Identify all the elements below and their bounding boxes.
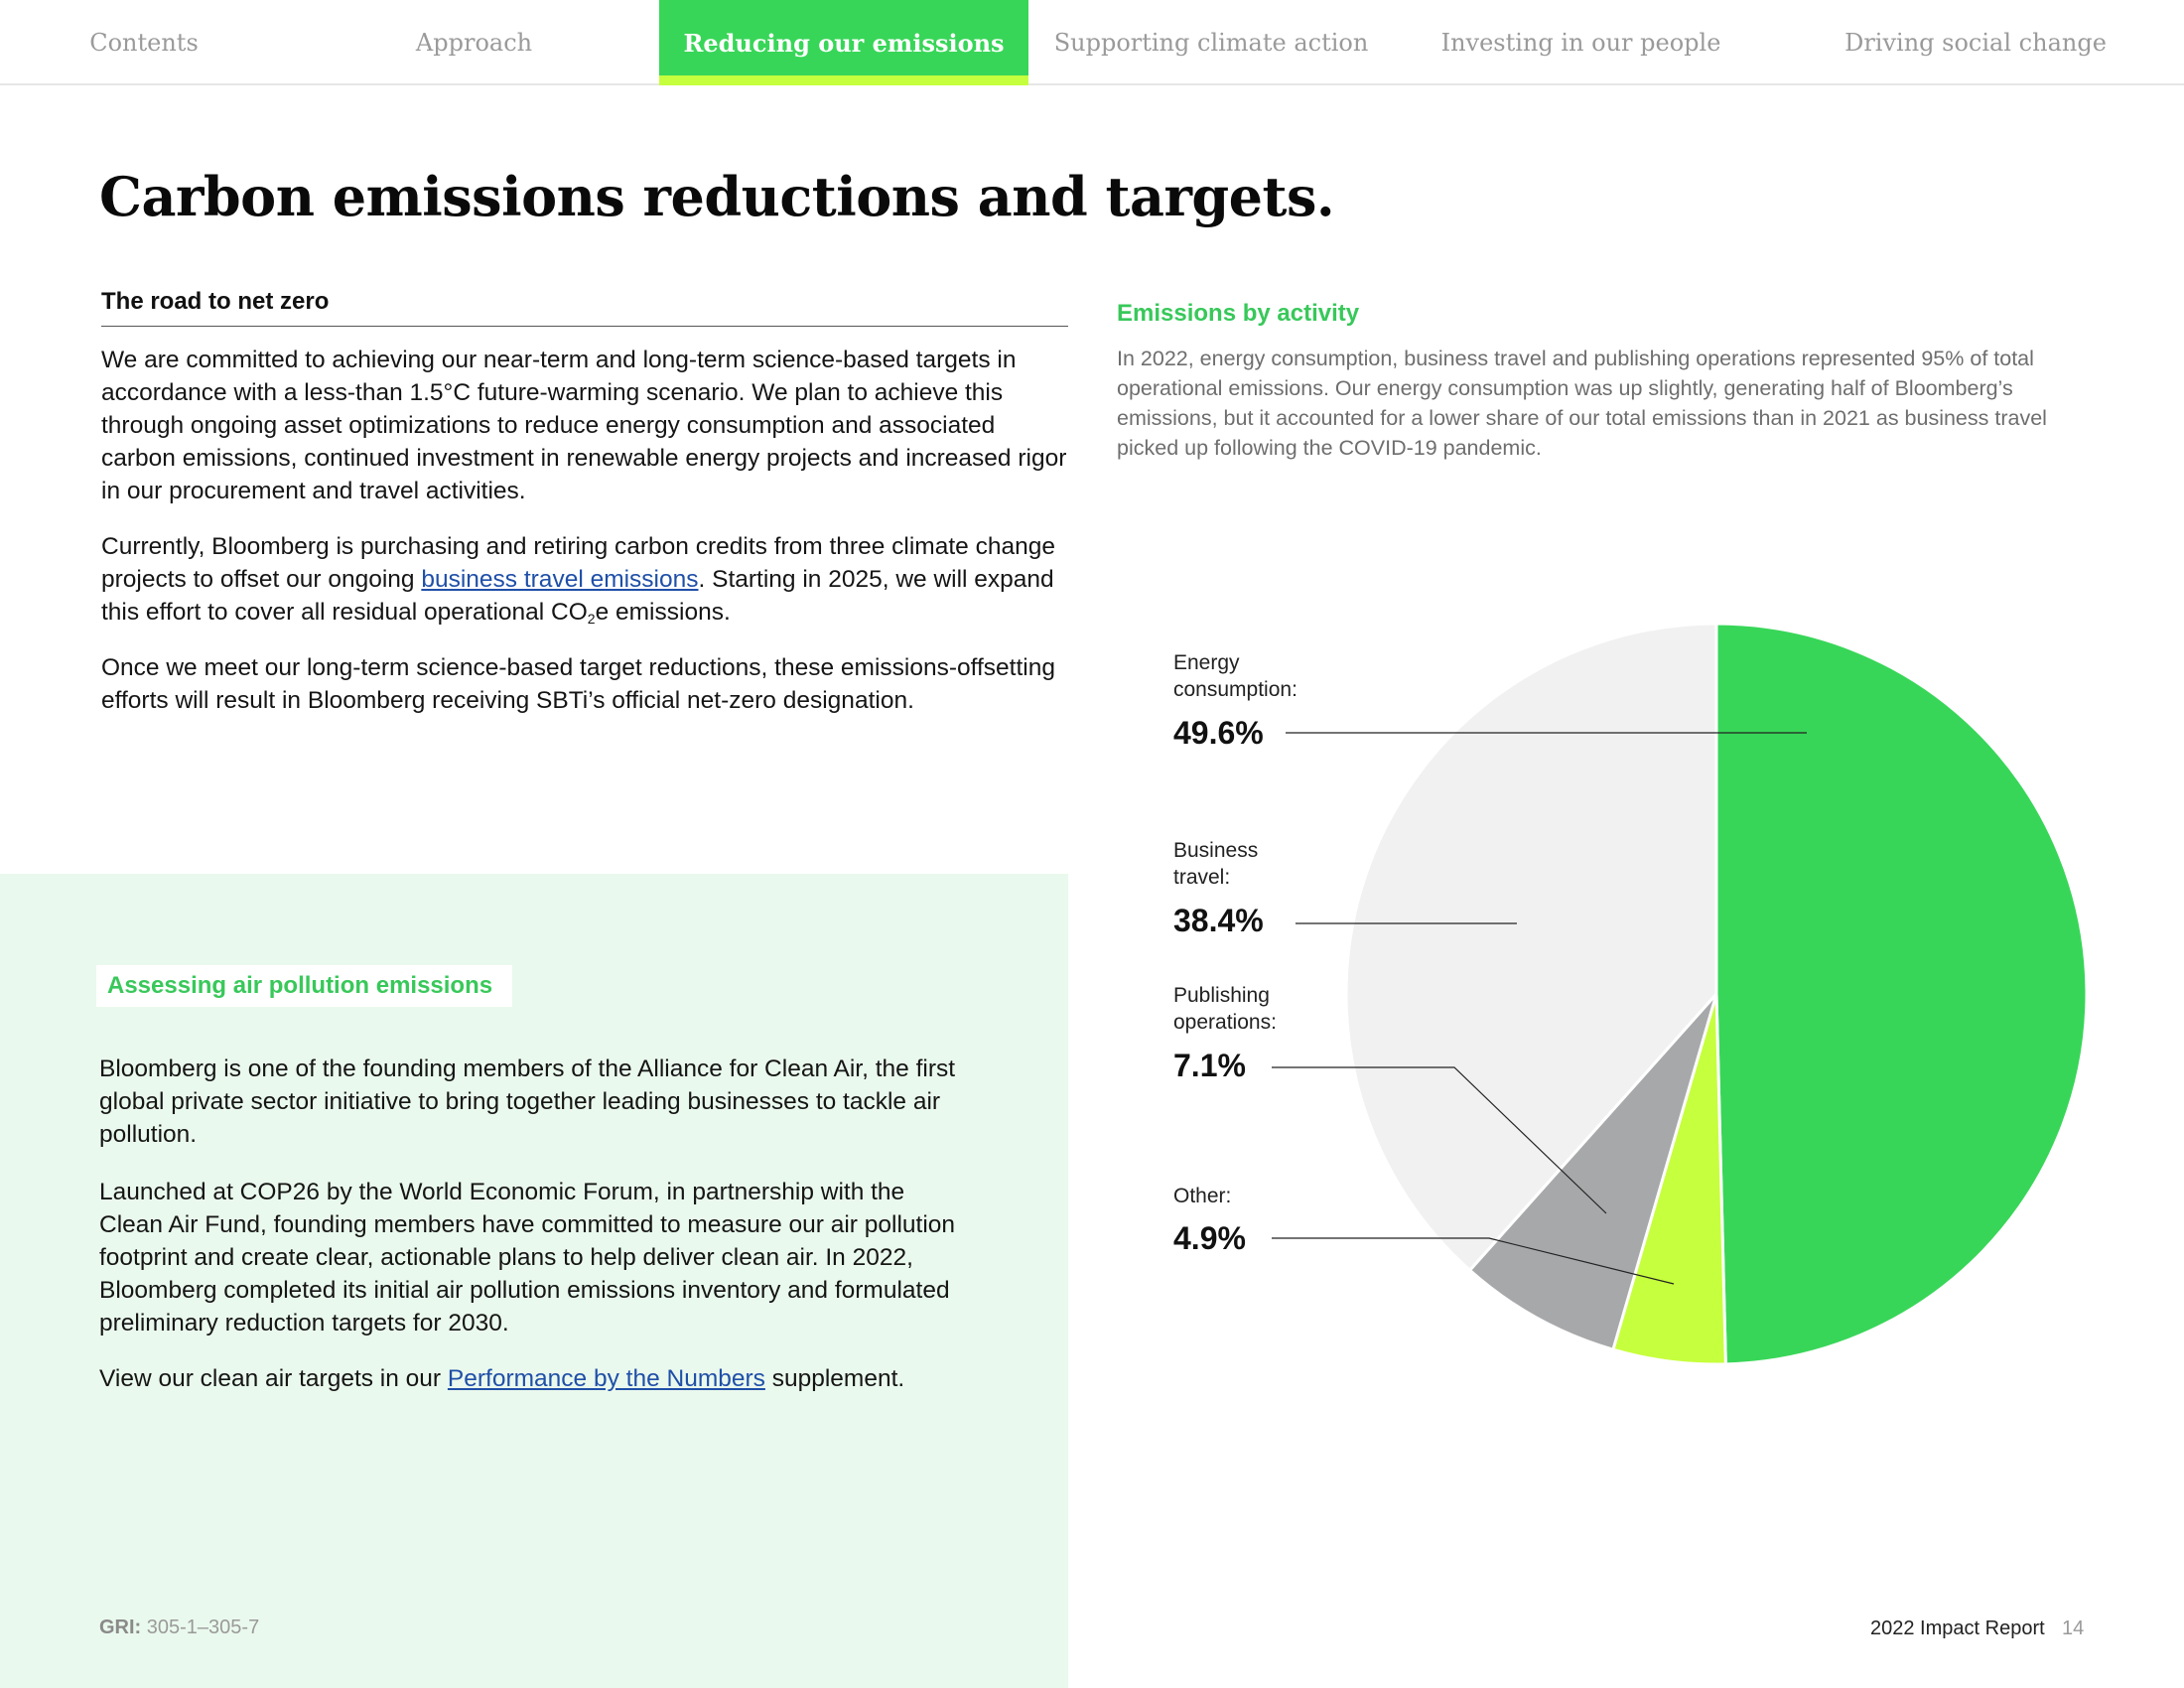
tab-investing-in-our-people[interactable]: Investing in our people [1440, 29, 1721, 57]
gri-value: 305-1–305-7 [146, 1617, 260, 1638]
page-title: Carbon emissions reductions and targets. [99, 165, 1335, 228]
pie-slice-business-travel [1344, 622, 1718, 1273]
leader-line-publishing-operations [1272, 1066, 1607, 1214]
business-travel-emissions-link[interactable]: business travel emissions [421, 566, 699, 593]
energy-consumption-label: Energy consumption: [1173, 651, 1297, 701]
energy-consumption-value: 49.6% [1173, 715, 1264, 751]
gri-label: GRI: [99, 1617, 142, 1638]
road-paragraph-2-text-a: Currently, Bloomberg is purchasing and r… [101, 533, 1055, 593]
gri-reference: GRI: 305-1–305-7 [99, 1617, 259, 1639]
report-name: 2022 Impact Report [1870, 1618, 2045, 1639]
air-paragraph-2: Launched at COP26 by the World Economic … [99, 1179, 956, 1336]
air-pollution-panel [0, 874, 1068, 1688]
tab-approach[interactable]: Approach [415, 29, 533, 57]
tab-supporting-climate-action[interactable]: Supporting climate action [1053, 29, 1369, 57]
business-travel-value: 38.4% [1173, 903, 1264, 938]
section-nav: Contents Approach Reducing our emissions… [0, 0, 2184, 85]
co2-subscript: 2 [587, 611, 596, 627]
publishing-operations-label: Publishing operations: [1173, 984, 1277, 1034]
air-paragraph-3-text-a: View our clean air targets in our [99, 1365, 448, 1392]
leader-line-other [1272, 1237, 1675, 1285]
road-paragraph-2-text-c: e emissions. [595, 599, 731, 626]
emissions-description: In 2022, energy consumption, business tr… [1117, 347, 2047, 460]
air-paragraph-1: Bloomberg is one of the founding members… [99, 1055, 956, 1148]
road-paragraph-2-text-b: . Starting in 2025, we will expand this … [101, 566, 1054, 626]
road-paragraph-1: We are committed to achieving our near-t… [101, 347, 1067, 504]
road-paragraph-2: Currently, Bloomberg is purchasing and r… [101, 530, 1068, 635]
emissions-by-activity-heading: Emissions by activity [1117, 300, 1360, 327]
air-pollution-label: Assessing air pollution emissions [96, 965, 513, 1007]
tab-driving-social-change[interactable]: Driving social change [1844, 29, 2107, 57]
tab-reducing-our-emissions[interactable]: Reducing our emissions [659, 0, 1028, 85]
publishing-operations-value: 7.1% [1173, 1048, 1246, 1083]
road-paragraph-3: Once we meet our long-term science-based… [101, 654, 1055, 714]
pie-slice-energy-consumption [1714, 622, 2089, 1366]
page-number: 14 [2062, 1618, 2085, 1639]
air-paragraph-3-text-b: supplement. [764, 1365, 905, 1392]
road-to-net-zero-heading: The road to net zero [101, 288, 1068, 327]
performance-by-the-numbers-link[interactable]: Performance by the Numbers [447, 1365, 765, 1392]
other-label: Other: [1173, 1185, 1232, 1207]
other-value: 4.9% [1173, 1220, 1246, 1256]
air-paragraph-3: View our clean air targets in our Perfor… [99, 1362, 973, 1395]
tab-contents[interactable]: Contents [89, 29, 199, 57]
pie-slice-publishing-operations [1467, 993, 1718, 1352]
pie-slice-other [1611, 993, 1727, 1366]
business-travel-label: Business travel: [1173, 839, 1259, 889]
